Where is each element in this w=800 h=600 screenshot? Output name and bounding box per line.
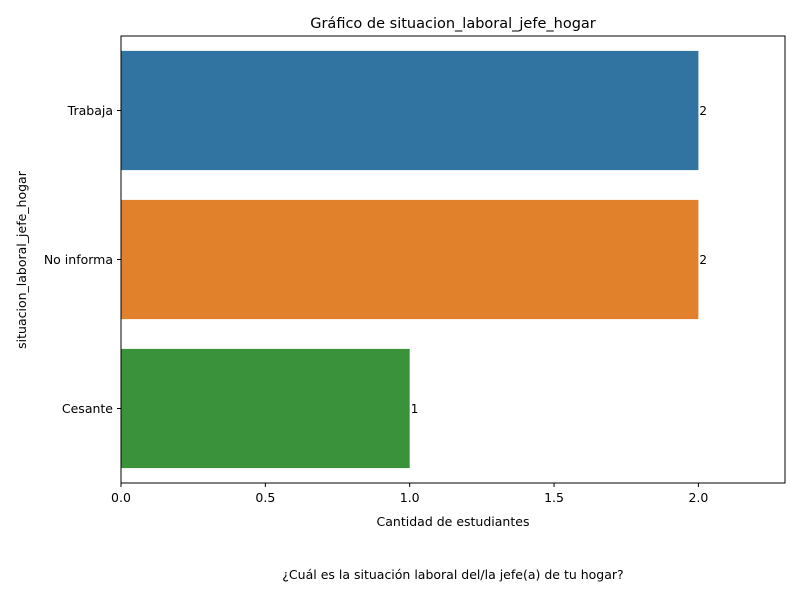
x-axis-ticks: 0.0 0.5 1.0 1.5 2.0 (111, 483, 708, 505)
bars-layer: 2 2 1 (121, 50, 707, 469)
bar-0 (121, 50, 699, 171)
x-tick-label-4: 2.0 (688, 490, 708, 505)
bar-value-label-2: 1 (411, 402, 419, 416)
y-tick-label-0: Trabaja (67, 103, 113, 118)
bar-1 (121, 199, 699, 320)
bar-value-label-0: 2 (699, 104, 707, 118)
x-tick-label-2: 1.0 (400, 490, 420, 505)
y-tick-label-2: Cesante (62, 401, 113, 416)
bar-2 (121, 348, 410, 469)
x-tick-label-1: 0.5 (255, 490, 275, 505)
chart-caption: ¿Cuál es la situación laboral del/la jef… (282, 567, 623, 582)
chart-title: Gráfico de situacion_laboral_jefe_hogar (310, 16, 596, 32)
y-axis-label: situacion_laboral_jefe_hogar (14, 170, 29, 349)
x-tick-label-0: 0.0 (111, 490, 131, 505)
bar-value-label-1: 2 (699, 253, 707, 267)
x-axis-label: Cantidad de estudiantes (377, 514, 530, 529)
y-axis-ticks: Trabaja No informa Cesante (44, 103, 121, 416)
x-tick-label-3: 1.5 (544, 490, 564, 505)
y-tick-label-1: No informa (44, 252, 113, 267)
